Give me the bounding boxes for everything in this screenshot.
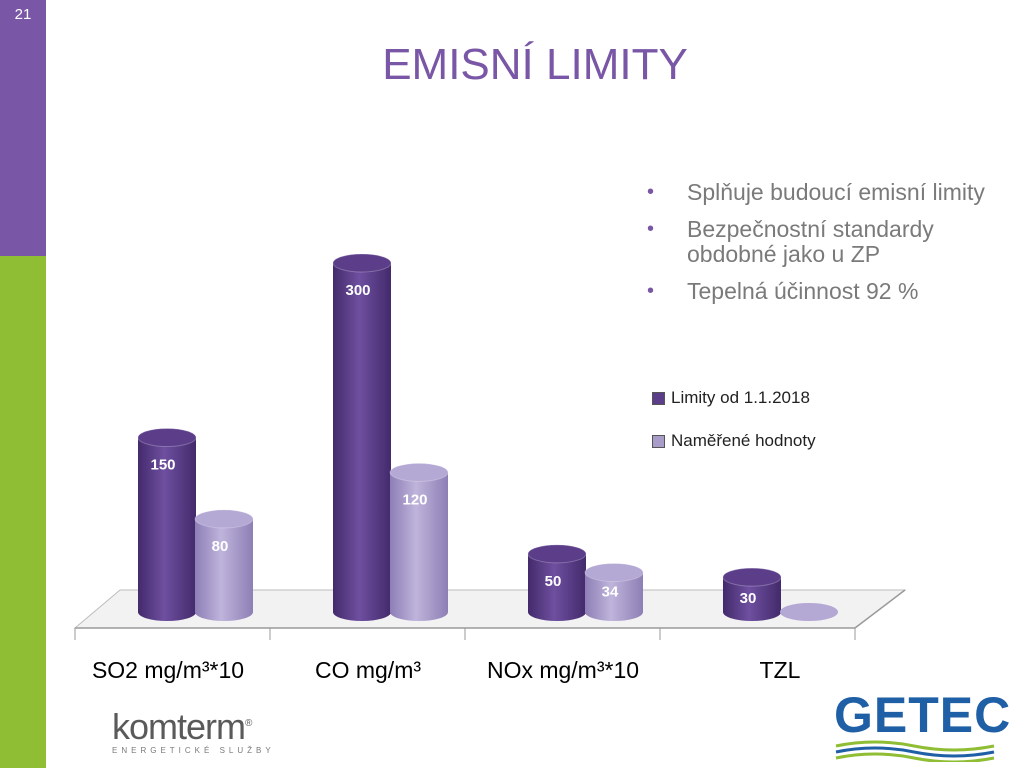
legend-item: Limity od 1.1.2018 [652, 387, 816, 409]
bullet-list: • Splňuje budoucí emisní limity • Bezpečno… [645, 180, 985, 316]
bar-chart: 150 80 SO2 mg/m³*10 300 120 CO mg/m³ 50 34 NOx m… [73, 253, 907, 683]
bar-cap [780, 603, 838, 621]
bar-cap [194, 509, 254, 529]
legend-item: Naměřené hodnoty [652, 430, 816, 452]
data-label: 34 [602, 583, 619, 600]
data-label: 30 [740, 590, 757, 607]
legend-label: Limity od 1.1.2018 [671, 388, 810, 407]
bullet-dot-icon: • [647, 218, 655, 240]
x-tick-label: SO2 mg/m³*10 [92, 657, 244, 683]
sidebar-accent-top [0, 0, 46, 256]
x-tick-label: TZL [760, 657, 801, 683]
bar [585, 572, 643, 621]
komterm-logo-text: komterm [112, 706, 246, 747]
bar-cap [584, 562, 644, 582]
bullet-item: • Tepelná účinnost 92 % [645, 279, 985, 304]
bar [390, 472, 448, 621]
bar [195, 518, 253, 621]
bullet-dot-icon: • [647, 280, 655, 302]
legend-swatch-dark [652, 391, 665, 405]
legend-swatch-light [652, 434, 665, 448]
bullet-item: • Bezpečnostní standardy obdobné jako u Z… [645, 217, 985, 267]
bullet-item: • Splňuje budoucí emisní limity [645, 180, 985, 205]
slide-title: EMISNÍ LIMITY [382, 40, 688, 89]
getec-logo-waves-icon [835, 740, 995, 762]
bar-cap [527, 544, 587, 564]
komterm-logo: komterm® ENERGETICKÉ SLUŽBY [112, 706, 275, 756]
x-tick-label: CO mg/m³ [315, 657, 421, 683]
registered-mark: ® [245, 718, 252, 729]
data-label: 120 [402, 491, 427, 508]
bar-cap [332, 253, 392, 273]
sidebar-accent-bottom [0, 256, 46, 768]
bar [333, 263, 391, 621]
bullet-text: Splňuje budoucí emisní limity [687, 179, 985, 205]
bar [723, 577, 781, 621]
komterm-logo-subtitle: ENERGETICKÉ SLUŽBY [112, 746, 275, 755]
bullet-text: Tepelná účinnost 92 % [687, 278, 919, 304]
bullet-text: Bezpečnostní standardy obdobné jako u ZP [687, 216, 934, 267]
data-label: 300 [345, 282, 370, 299]
bar-cap [389, 462, 449, 482]
chart-legend: Limity od 1.1.2018 Naměřené hodnoty [652, 387, 816, 473]
x-axis-depth-line [854, 589, 906, 629]
bullet-dot-icon: • [647, 181, 655, 203]
bar-cap [137, 428, 197, 447]
bar-cap [722, 567, 782, 587]
bar [138, 437, 196, 621]
legend-label: Naměřené hodnoty [671, 431, 816, 450]
slide-number: 21 [14, 6, 32, 23]
bar [528, 553, 586, 621]
data-label: 150 [150, 457, 175, 474]
x-tick-label: NOx mg/m³*10 [487, 657, 639, 683]
getec-logo: GETEC [834, 687, 1012, 743]
data-label: 80 [212, 538, 229, 555]
data-label: 50 [545, 573, 562, 590]
